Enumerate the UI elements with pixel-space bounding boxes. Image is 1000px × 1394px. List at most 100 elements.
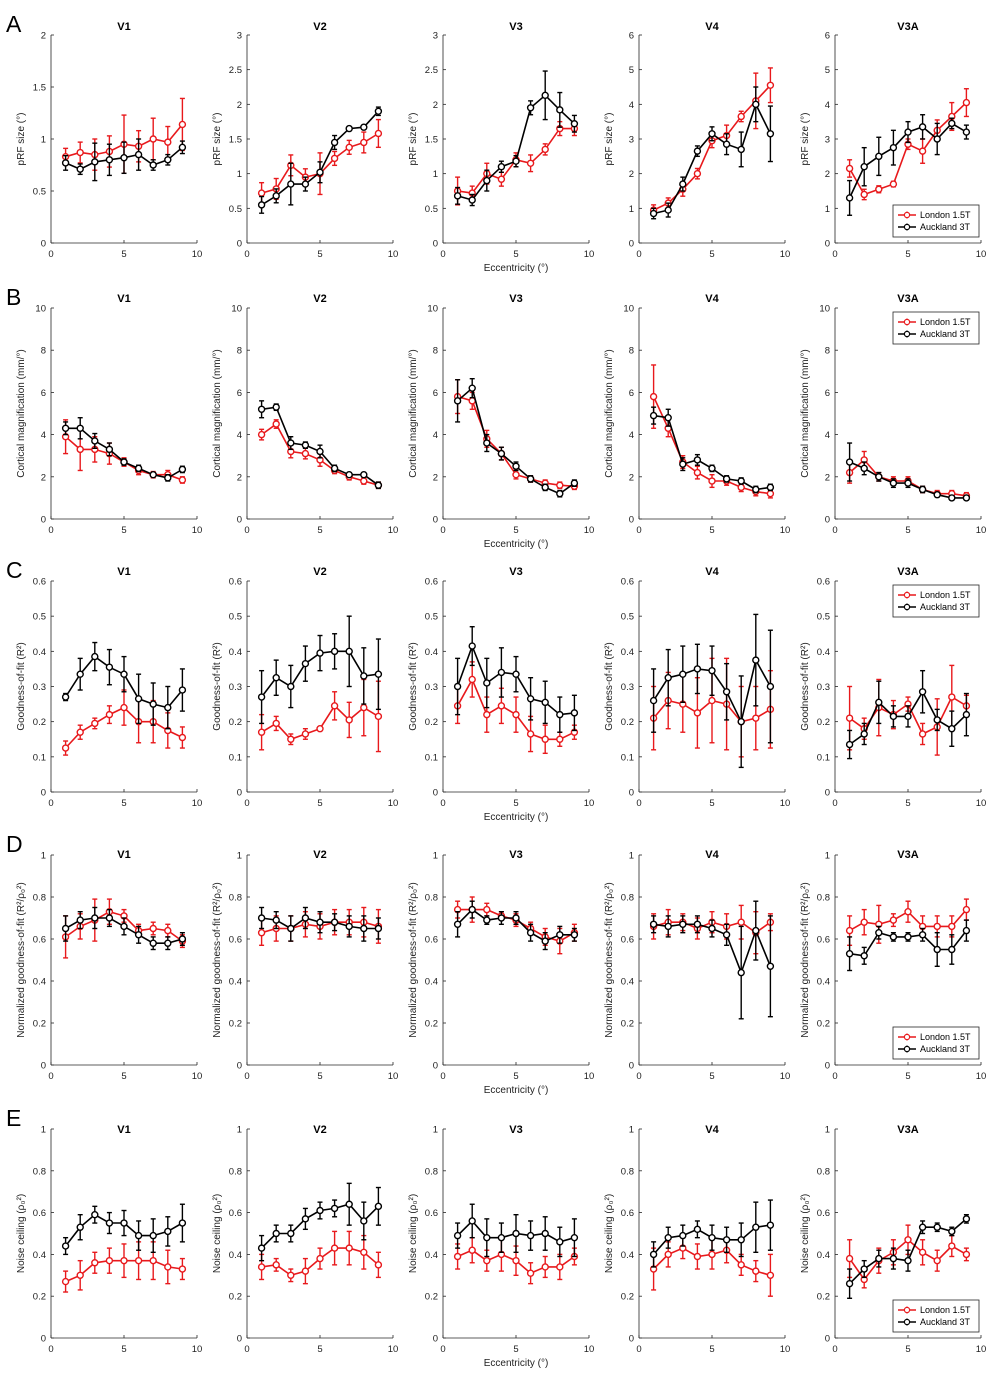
- y-tick-label: 2: [433, 100, 438, 111]
- x-tick-label: 5: [121, 1344, 126, 1355]
- x-tick-label: 0: [48, 798, 53, 809]
- y-tick-label: 0.3: [229, 682, 242, 693]
- x-tick-label: 10: [192, 249, 203, 260]
- data-point: [91, 1259, 99, 1267]
- x-tick-label: 10: [780, 1344, 791, 1355]
- legend: London 1.5T Auckland 3T: [892, 204, 980, 238]
- x-tick-label: 5: [709, 249, 714, 260]
- y-axis-label: Normalized goodness-of-fit (R²/ρ₀²): [16, 882, 27, 1037]
- x-tick-label: 5: [317, 525, 322, 536]
- y-axis-label: Goodness-of-fit (R²): [16, 642, 27, 730]
- data-point: [61, 1277, 70, 1286]
- x-tick-label: 0: [636, 525, 641, 536]
- data-point: [360, 1217, 368, 1225]
- data-point: [149, 939, 157, 947]
- y-tick-label: 0.4: [817, 1250, 830, 1261]
- data-point: [904, 1256, 912, 1265]
- y-tick-label: 0.1: [229, 752, 242, 763]
- series-london: [453, 379, 579, 491]
- data-point: [766, 962, 775, 970]
- data-point: [120, 1219, 128, 1227]
- data-point: [272, 719, 280, 728]
- x-tick-label: 10: [584, 1344, 595, 1355]
- data-point: [512, 470, 520, 479]
- data-point: [933, 922, 941, 931]
- x-axis-label: Eccentricity (°): [484, 812, 549, 823]
- y-tick-label: 0: [825, 239, 830, 250]
- series-auckland: [649, 613, 775, 769]
- y-tick-label: 0.6: [33, 577, 46, 588]
- data-point: [61, 424, 70, 432]
- data-point: [512, 1256, 520, 1265]
- subplot-title: V4: [705, 293, 719, 305]
- y-tick-label: 0.6: [621, 935, 634, 946]
- y-tick-label: 0: [629, 1334, 634, 1345]
- x-axis-label: Eccentricity (°): [484, 1085, 549, 1096]
- data-point: [664, 206, 672, 214]
- y-tick-label: 0.8: [229, 1166, 242, 1177]
- data-point: [649, 209, 658, 218]
- data-point: [178, 1265, 187, 1273]
- series-london: [845, 88, 971, 201]
- data-point: [453, 1252, 462, 1261]
- data-point: [918, 1223, 927, 1231]
- data-point: [76, 1223, 84, 1231]
- data-point: [257, 1244, 266, 1252]
- y-tick-label: 0: [41, 788, 46, 799]
- x-tick-label: 10: [388, 249, 399, 260]
- data-point: [737, 918, 745, 926]
- y-tick-label: 1.5: [425, 135, 438, 146]
- panel-c: C V1 0 0.1 0.2 0.3 0.4 0.5 0.6 0 5 10 Goodness-of-fi…: [6, 557, 986, 823]
- data-point: [330, 154, 339, 163]
- data-point: [120, 922, 128, 931]
- y-axis-label: Cortical magnification (mm/°): [16, 349, 27, 477]
- y-tick-label: 0: [237, 1061, 242, 1072]
- x-tick-label: 10: [388, 525, 399, 536]
- y-tick-label: 0.2: [33, 717, 46, 728]
- data-point: [345, 124, 353, 133]
- x-tick-label: 10: [192, 1071, 203, 1082]
- data-point: [360, 924, 368, 933]
- y-tick-label: 0.5: [33, 187, 46, 198]
- data-point: [374, 1261, 383, 1269]
- data-point: [301, 1215, 310, 1223]
- data-point: [526, 1269, 535, 1277]
- y-tick-label: 1: [433, 851, 438, 862]
- legend: London 1.5T Auckland 3T: [892, 1299, 980, 1333]
- y-tick-label: 2.5: [425, 65, 438, 76]
- data-point: [649, 392, 658, 401]
- data-point: [76, 148, 84, 157]
- data-point: [178, 476, 187, 484]
- data-point: [556, 1238, 564, 1246]
- y-tick-label: 0: [433, 1334, 438, 1345]
- data-point: [76, 916, 84, 924]
- data-point: [962, 494, 971, 502]
- data-point: [570, 120, 579, 128]
- y-tick-label: 2: [629, 472, 634, 483]
- y-tick-label: 0.2: [229, 1019, 242, 1030]
- x-tick-label: 5: [513, 1344, 518, 1355]
- data-point: [374, 712, 383, 721]
- subplot-v3: V3 0 2 4 6 8 10 0 5 10 Cortical magnification (mm/…: [408, 293, 594, 550]
- data-point: [845, 194, 854, 202]
- data-point: [374, 924, 383, 933]
- data-point: [526, 695, 535, 703]
- data-point: [497, 702, 506, 710]
- subplot-v4: V4 0 0.1 0.2 0.3 0.4 0.5 0.6 0 5 10 Goodness-of-fit…: [604, 566, 790, 809]
- data-point: [301, 449, 310, 458]
- data-point: [178, 465, 187, 474]
- data-point: [918, 688, 927, 696]
- data-point: [556, 481, 564, 489]
- data-point: [708, 477, 716, 485]
- data-point: [345, 647, 353, 656]
- x-tick-label: 0: [244, 1071, 249, 1082]
- y-axis-label: pRF size (°): [408, 113, 419, 166]
- data-point: [860, 918, 868, 926]
- y-tick-label: 0.5: [425, 612, 438, 623]
- data-point: [875, 929, 883, 937]
- y-tick-label: 3: [433, 31, 438, 42]
- y-tick-label: 1: [825, 1125, 830, 1136]
